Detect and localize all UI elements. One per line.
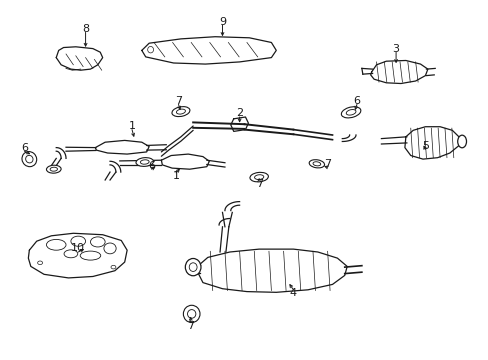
Ellipse shape	[22, 152, 37, 167]
Ellipse shape	[90, 237, 105, 247]
Ellipse shape	[140, 160, 149, 164]
Text: 1: 1	[172, 171, 179, 181]
Text: 6: 6	[353, 96, 360, 106]
Ellipse shape	[457, 135, 466, 148]
Ellipse shape	[341, 107, 360, 118]
Ellipse shape	[71, 236, 85, 246]
Text: 9: 9	[219, 17, 225, 27]
Ellipse shape	[104, 243, 116, 254]
Text: 3: 3	[392, 44, 399, 54]
Ellipse shape	[111, 265, 116, 269]
Ellipse shape	[185, 258, 201, 276]
Ellipse shape	[172, 107, 189, 117]
Text: 10: 10	[71, 243, 85, 253]
Ellipse shape	[80, 251, 101, 260]
Ellipse shape	[46, 239, 66, 250]
Text: 8: 8	[82, 24, 89, 34]
Ellipse shape	[249, 172, 268, 182]
Ellipse shape	[254, 175, 263, 180]
Ellipse shape	[187, 310, 195, 318]
Text: 6: 6	[148, 161, 155, 171]
Text: 1: 1	[128, 121, 135, 131]
Ellipse shape	[189, 263, 197, 271]
Ellipse shape	[147, 46, 153, 53]
Ellipse shape	[38, 261, 42, 265]
Text: 2: 2	[236, 108, 243, 118]
Ellipse shape	[25, 156, 33, 163]
Text: 4: 4	[289, 288, 296, 298]
Ellipse shape	[46, 165, 61, 173]
Text: 7: 7	[255, 179, 262, 189]
Text: 6: 6	[21, 143, 28, 153]
Ellipse shape	[346, 109, 355, 115]
Ellipse shape	[308, 160, 324, 168]
Ellipse shape	[176, 109, 185, 114]
Ellipse shape	[50, 167, 57, 171]
Text: 7: 7	[324, 159, 330, 169]
Text: 5: 5	[421, 141, 428, 151]
Text: 7: 7	[187, 321, 194, 331]
Ellipse shape	[64, 250, 78, 258]
Ellipse shape	[312, 162, 320, 166]
Ellipse shape	[136, 158, 153, 166]
Ellipse shape	[183, 305, 200, 323]
Text: 7: 7	[175, 96, 182, 106]
